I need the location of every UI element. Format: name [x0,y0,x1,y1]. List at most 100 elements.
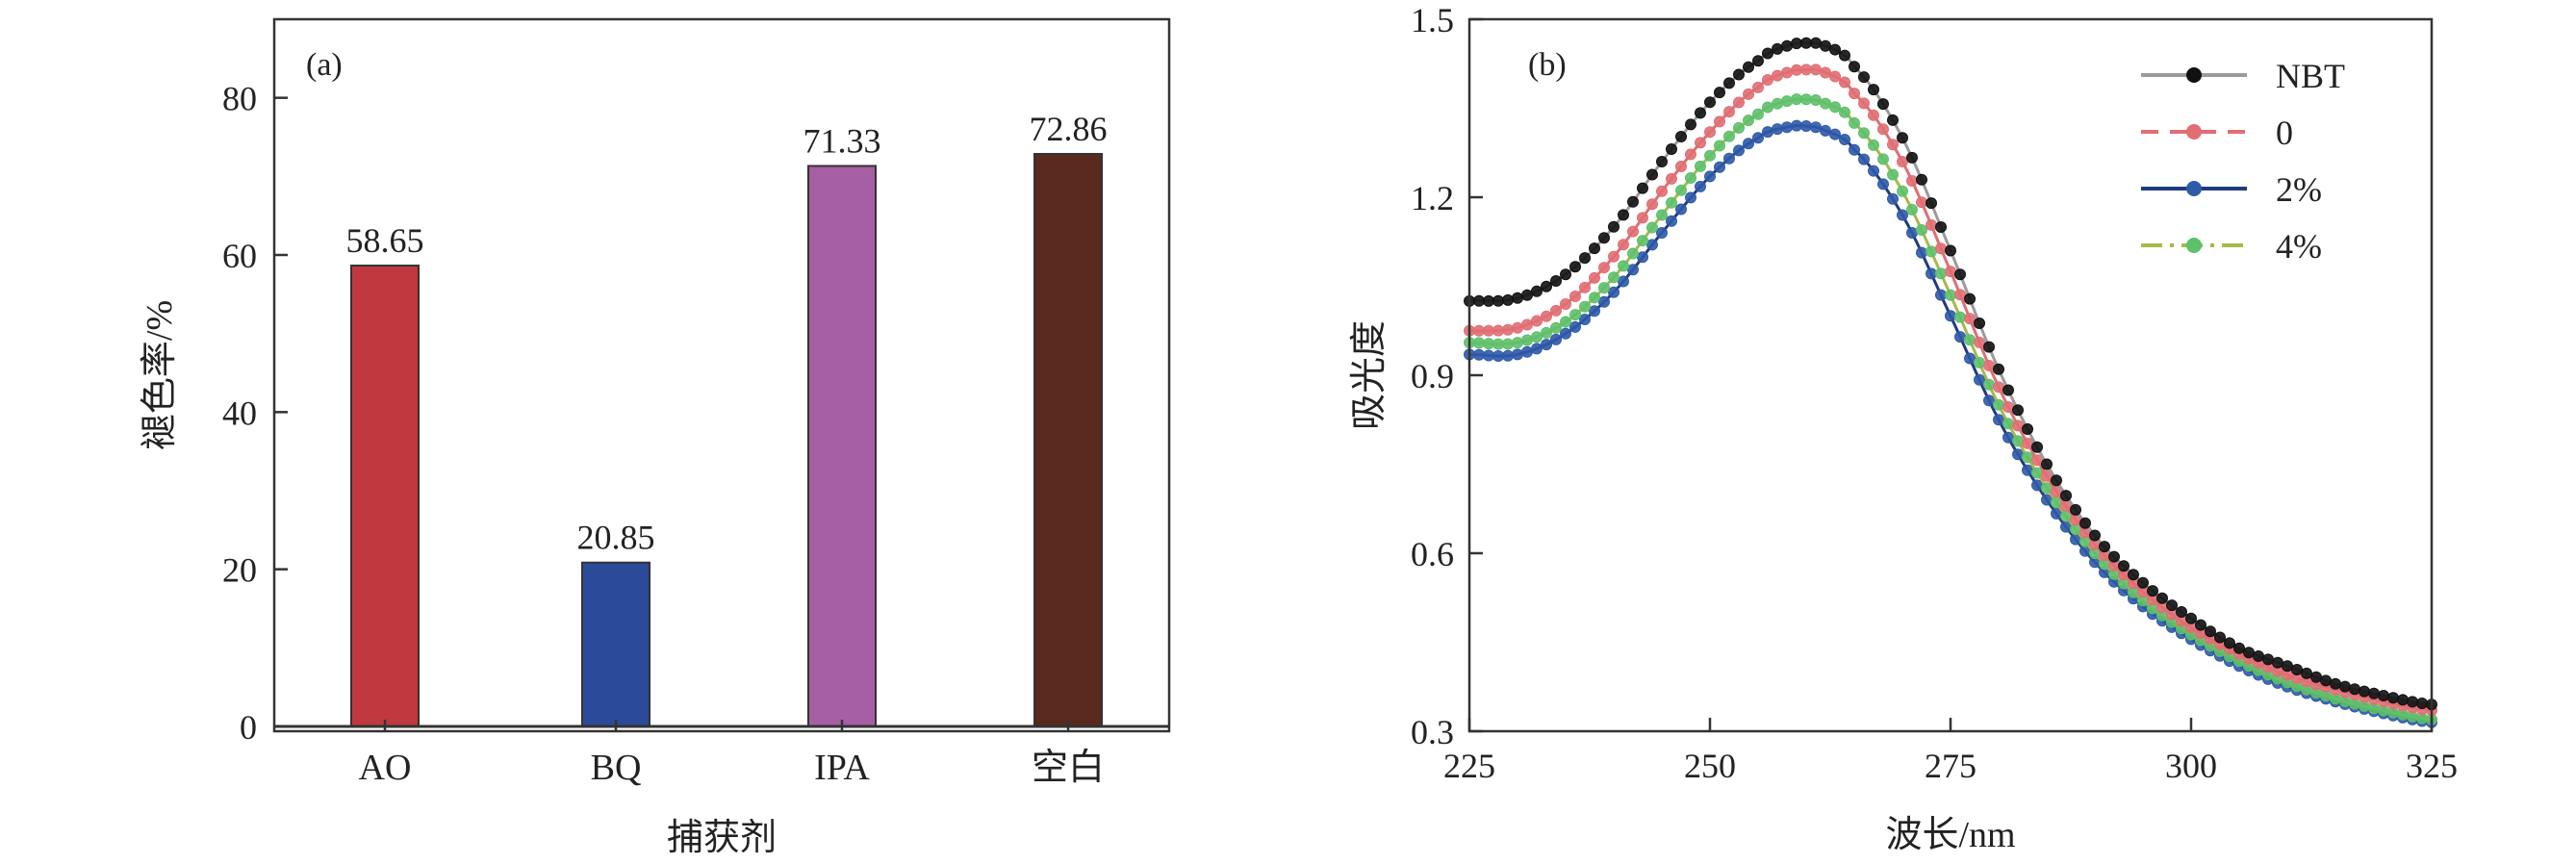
series-2% [1464,119,2437,728]
series-point-NBT [1685,118,1696,131]
series-point-NBT [1733,68,1745,81]
series-point-4% [1945,289,1956,301]
series-point-4% [1541,326,1552,339]
series-point-0 [1752,81,1764,93]
y-axis-title-b: 吸光度 [1349,320,1390,430]
panel-label-a: (a) [306,47,343,83]
series-point-NBT [2387,692,2399,704]
series-point-2% [1723,152,1735,165]
series-point-0 [1589,271,1600,284]
series-point-2% [1974,373,1985,386]
series-point-4% [1916,224,1927,236]
series-point-NBT [1983,341,1995,353]
series-point-2% [1752,132,1764,144]
series-point-4% [1618,260,1629,272]
series-point-NBT [1695,107,1706,119]
series-point-NBT [2041,458,2053,470]
series-point-2% [1492,350,1504,362]
series-point-NBT [1877,98,1889,111]
series-point-0 [1627,225,1639,238]
series-point-2% [1820,124,1831,137]
series-point-NBT [2407,696,2418,708]
series-point-NBT [2060,490,2072,502]
data-label-a: 71.33 [803,121,881,160]
legend-marker [2186,67,2202,83]
series-point-4% [1512,337,1523,349]
series-point-NBT [1868,84,1879,96]
series-point-2% [1704,170,1716,183]
legend: NBT 0 2% 4% [2141,57,2345,266]
y-tick-label-a: 40 [222,394,257,432]
series-point-4% [2022,451,2033,464]
series-point-NBT [1512,292,1523,304]
series-point-4% [1560,316,1571,328]
series-point-4% [1829,101,1841,114]
y-tick-label-b: 0.3 [1411,713,1454,751]
y-tick-label-a: 20 [222,551,257,590]
series-point-NBT [1473,294,1485,307]
series-point-4% [1974,356,1985,368]
series-point-0 [2031,454,2043,467]
series-point-4% [1579,300,1591,313]
series-point-NBT [1618,209,1629,221]
series-point-2% [2031,479,2043,492]
series-point-2% [1589,305,1600,318]
series-point-2% [1627,264,1639,276]
series-point-NBT [1723,77,1735,89]
series-point-4% [1569,309,1581,321]
series-point-4% [1926,245,1937,258]
series-point-NBT [2262,653,2274,666]
series-point-4% [1675,184,1687,196]
x-tick-label-a: 空白 [1032,748,1105,788]
series-point-NBT [1762,47,1773,60]
series-point-2% [1521,345,1533,358]
series-point-NBT [1993,363,2004,375]
series-point-2% [1983,394,1995,407]
series-point-0 [1916,196,1927,209]
legend-marker [2186,124,2202,140]
x-tick-label-a: AO [359,748,412,788]
series-point-4% [1964,334,1976,346]
series-point-4% [1550,321,1562,334]
y-axis-ticks-b: 0.3 0.6 0.9 1.2 1.5 [1411,1,1483,751]
series-point-0 [1541,310,1552,322]
series-point-2% [1781,121,1793,134]
series-point-4% [1849,116,1860,129]
x-axis-ticks-b: 225 250 275 300 325 [1443,718,2458,785]
series-point-NBT [1839,49,1850,62]
series-point-NBT [1800,37,1812,49]
data-label-a: 20.85 [577,519,655,557]
data-label-a: 58.65 [346,221,424,260]
series-point-0 [1483,324,1494,337]
series-point-NBT [1627,195,1639,208]
series-point-0 [1781,66,1793,79]
series-point-4% [1858,127,1870,140]
series-point-4% [1608,271,1620,284]
series-point-NBT [1935,221,1947,233]
y-tick-label-b: 0.6 [1411,535,1454,573]
series-point-4% [1646,221,1658,234]
series-point-NBT [1743,61,1754,73]
series-point-NBT [2272,656,2283,669]
series-point-2% [1926,267,1937,280]
series-point-2% [1541,339,1552,351]
series-point-4% [1791,93,1802,106]
series-point-NBT [2118,560,2130,572]
series-point-0 [1675,161,1687,172]
bar-BQ [581,561,650,727]
legend-label: 0 [2276,114,2293,152]
series-point-0 [1954,289,1966,301]
series-point-2% [1646,239,1658,251]
data-labels-a: 58.65 20.85 71.33 72.86 [346,110,1108,557]
series-point-NBT [2214,631,2226,644]
series-point-NBT [1714,87,1725,99]
series-point-0 [1800,64,1812,76]
series-point-2% [1656,227,1668,239]
series-point-2% [1569,320,1581,333]
series-point-2% [1791,119,1802,132]
series-point-0 [1521,318,1533,331]
series-point-NBT [1637,182,1648,194]
series-point-0 [1492,324,1504,337]
series-point-4% [1685,172,1696,184]
series-point-0 [1868,109,1879,121]
